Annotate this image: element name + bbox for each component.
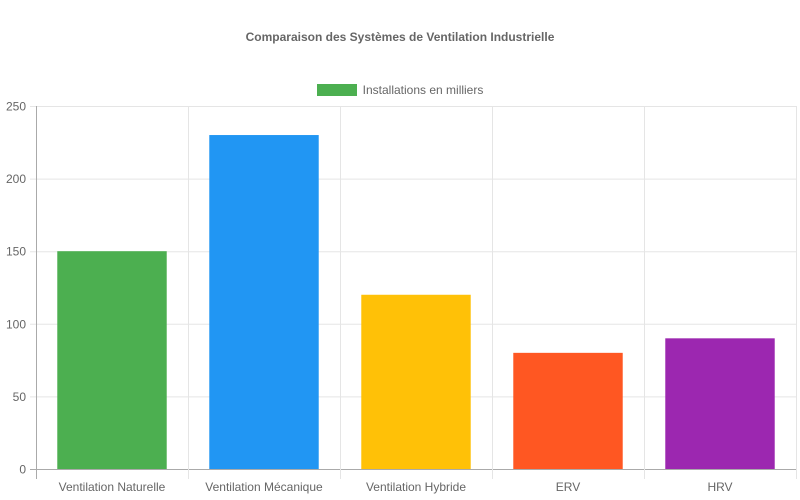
bar — [57, 251, 167, 469]
x-tick-label: Ventilation Mécanique — [205, 480, 323, 494]
legend[interactable]: Installations en milliers — [0, 83, 800, 97]
legend-swatch — [316, 84, 357, 96]
x-tick-label: ERV — [556, 480, 580, 494]
chart-title: Comparaison des Systèmes de Ventilation … — [245, 30, 555, 44]
y-tick-label: 150 — [6, 245, 26, 259]
bar — [361, 294, 471, 469]
x-tick-label: Ventilation Naturelle — [59, 480, 166, 494]
bar — [513, 352, 623, 469]
bar — [665, 338, 775, 469]
y-tick-label: 0 — [19, 463, 26, 477]
y-tick-label: 100 — [6, 317, 26, 331]
legend-label: Installations en milliers — [362, 83, 484, 97]
y-tick-label: 50 — [13, 390, 27, 404]
bar — [209, 135, 319, 470]
x-tick-label: HRV — [707, 480, 732, 494]
x-tick-label: Ventilation Hybride — [366, 480, 466, 494]
y-tick-label: 200 — [6, 172, 26, 186]
y-tick-label: 250 — [6, 100, 26, 114]
